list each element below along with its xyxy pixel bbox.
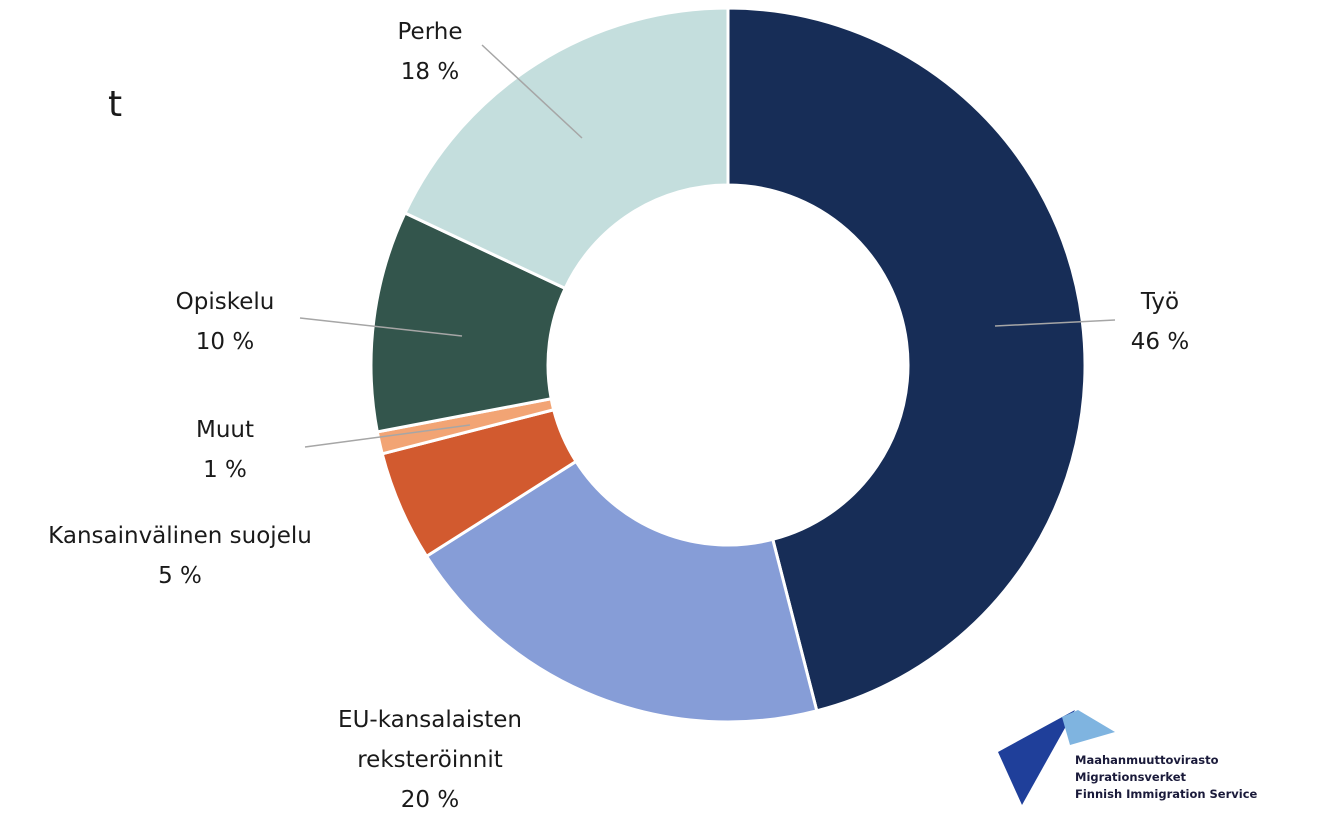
leader-line xyxy=(994,319,1116,327)
category-label: Perhe xyxy=(397,19,463,45)
leader-line xyxy=(304,424,471,448)
value-label: 5 % xyxy=(158,563,202,589)
slice-label: Muut 1 % xyxy=(165,410,285,490)
category-label: Työ xyxy=(1140,289,1180,315)
leader-line xyxy=(481,44,583,139)
slice xyxy=(402,6,730,291)
logo-accent xyxy=(1062,710,1115,745)
slice-label: Työ 46 % xyxy=(1100,282,1220,362)
logo-text: Maahanmuuttovirasto Migrationsverket Fin… xyxy=(1075,752,1257,803)
logo-triangle xyxy=(998,710,1075,805)
slice-label: Perhe 18 % xyxy=(370,12,490,92)
value-label: 10 % xyxy=(195,329,255,355)
cropped-text: t xyxy=(108,84,123,125)
slice-label: Kansainvälinen suojelu 5 % xyxy=(0,516,360,596)
category-label: Opiskelu xyxy=(175,289,275,315)
category-label: Kansainvälinen suojelu xyxy=(48,523,312,549)
slice xyxy=(424,459,819,724)
logo-line: Migrationsverket xyxy=(1075,770,1187,784)
category-label: Muut xyxy=(195,417,255,443)
slice xyxy=(726,6,1087,713)
logo-mark xyxy=(998,710,1115,805)
category-label: EU-kansalaisten reksteröinnit xyxy=(338,707,522,773)
value-label: 20 % xyxy=(400,787,460,813)
value-label: 1 % xyxy=(203,457,247,483)
value-label: 18 % xyxy=(400,59,460,85)
slice-label: EU-kansalaisten reksteröinnit 20 % xyxy=(300,700,560,817)
value-label: 46 % xyxy=(1130,329,1190,355)
logo-line: Finnish Immigration Service xyxy=(1075,787,1258,801)
slice-label: Opiskelu 10 % xyxy=(145,282,305,362)
leader-line xyxy=(299,317,463,337)
logo-line: Maahanmuuttovirasto xyxy=(1075,753,1219,767)
donut xyxy=(369,6,1087,724)
